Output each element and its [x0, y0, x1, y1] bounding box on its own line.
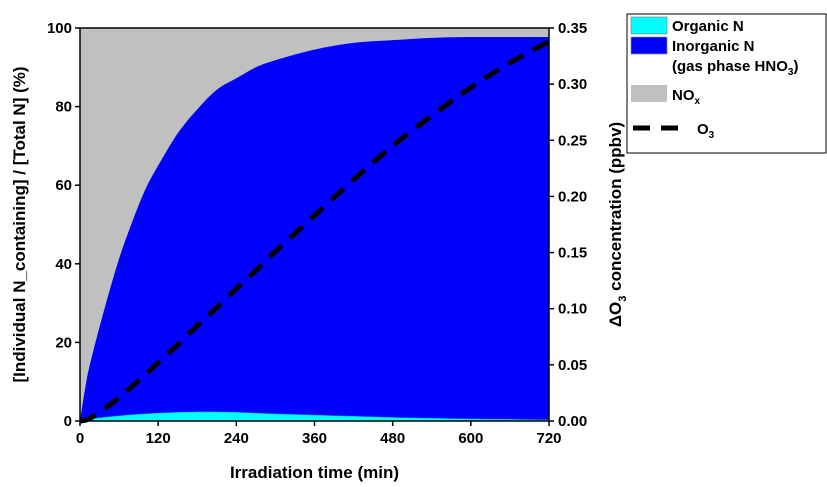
y-left-tick-label-0: 0: [64, 413, 72, 430]
legend-swatch-nox: [631, 85, 667, 102]
y-right-tick-label-0.15: 0.15: [558, 245, 587, 262]
y-left-tick-label-100: 100: [47, 20, 72, 37]
y-left-tick-label-40: 40: [55, 256, 72, 273]
y-right-tick-label-0.00: 0.00: [558, 413, 587, 430]
plot-area: [79, 28, 551, 424]
legend-swatch-organic-n: [630, 16, 668, 35]
y-axis-left: 0 20 40 60 80 100: [47, 20, 80, 430]
y-right-tick-label-0.25: 0.25: [558, 132, 587, 149]
y-right-tick-label-0.35: 0.35: [558, 20, 587, 37]
legend-swatch-inorganic-n: [630, 36, 668, 55]
y-axis-right: 0.00 0.05 0.10 0.15 0.20 0.25 0.30 0.35: [549, 20, 587, 430]
y-right-tick-label-0.05: 0.05: [558, 357, 587, 374]
line-o3: [79, 39, 551, 424]
y-left-tick-label-60: 60: [55, 177, 72, 194]
legend-label-o3: O3: [697, 121, 715, 141]
x-tick-label-360: 360: [302, 430, 327, 447]
y-left-tick-label-80: 80: [55, 99, 72, 116]
x-tick-label-120: 120: [146, 430, 171, 447]
legend: Organic N Inorganic N (gas phase HNO3) N…: [626, 13, 827, 154]
y-right-tick-label-0.30: 0.30: [558, 76, 587, 93]
x-tick-label-0: 0: [76, 430, 84, 447]
legend-label-organic-n: Organic N: [672, 18, 744, 35]
x-tick-label-480: 480: [380, 430, 405, 447]
x-tick-label-600: 600: [458, 430, 483, 447]
x-axis: 0 120 240 360 480 600 720: [76, 421, 562, 447]
y-axis-right-title: ΔO3 concentration (ppbv): [606, 122, 629, 327]
x-tick-label-720: 720: [536, 430, 561, 447]
y-axis-left-title: [Individual N_containing] / [Total N] (%…: [10, 66, 29, 382]
y-left-tick-label-20: 20: [55, 334, 72, 351]
y-right-tick-label-0.20: 0.20: [558, 188, 587, 205]
y-right-tick-label-0.10: 0.10: [558, 301, 587, 318]
x-axis-title: Irradiation time (min): [230, 463, 399, 482]
area-organic-n: [79, 411, 550, 422]
legend-label-inorganic-n-sub: (gas phase HNO3): [672, 58, 798, 78]
legend-label-nox: NOx: [672, 87, 701, 107]
x-tick-label-240: 240: [224, 430, 249, 447]
legend-label-inorganic-n: Inorganic N: [672, 38, 755, 55]
